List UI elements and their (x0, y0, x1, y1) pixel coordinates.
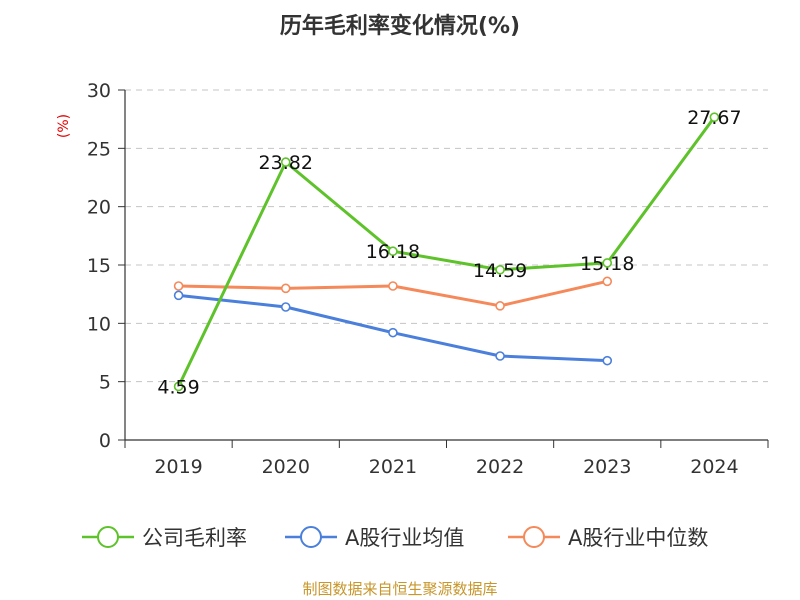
x-tick-label: 2022 (476, 456, 524, 478)
y-tick-label: 0 (99, 430, 111, 452)
data-point (495, 264, 505, 275)
data-label: 23.82 (259, 152, 313, 174)
y-tick-label: 5 (99, 372, 111, 394)
legend-label: 公司毛利率 (142, 526, 247, 550)
y-tick-label: 20 (87, 197, 111, 219)
x-tick-label: 2019 (154, 456, 202, 478)
data-point (388, 327, 398, 338)
legend-label: A股行业均值 (345, 526, 464, 550)
data-point (280, 157, 291, 167)
data-point (280, 283, 291, 294)
data-label: 27.67 (687, 107, 741, 129)
series-line (177, 116, 716, 388)
data-point (602, 355, 613, 366)
data-label: 15.18 (580, 253, 634, 275)
legend-swatch-marker (523, 526, 545, 548)
data-point (388, 246, 398, 257)
x-tick-label: 2020 (262, 456, 310, 478)
data-point (388, 281, 398, 291)
chart-title: 历年毛利率变化情况(%) (280, 13, 520, 39)
data-label: 4.59 (157, 376, 199, 398)
legend-swatch-marker (300, 526, 322, 548)
x-tick-label: 2023 (583, 456, 631, 478)
grid-lines (125, 89, 768, 383)
data-point (173, 290, 184, 301)
data-point (495, 301, 505, 311)
data-point (173, 281, 184, 291)
x-tick-label: 2021 (369, 456, 417, 478)
data-point (602, 258, 613, 268)
y-tick-label: 15 (87, 255, 111, 277)
data-point (709, 112, 720, 122)
y-tick-label: 30 (87, 80, 111, 102)
source-note: 制图数据来自恒生聚源数据库 (302, 580, 497, 598)
x-tick-label: 2024 (690, 456, 738, 478)
data-label: 14.59 (473, 260, 527, 282)
y-axis-unit: (%) (56, 114, 72, 138)
legend-swatch-marker (97, 526, 119, 548)
y-tick-label: 10 (87, 313, 111, 335)
data-label: 16.18 (366, 241, 420, 263)
data-point (280, 302, 291, 312)
data-point (495, 351, 505, 361)
series-lines (173, 112, 720, 392)
data-labels: 4.59 23.82 16.18 14.59 15.18 27.67 (157, 107, 741, 398)
y-axis-ticks: 0 5 10 15 20 25 30 (87, 80, 125, 452)
data-point (602, 276, 613, 287)
legend-label: A股行业中位数 (568, 526, 708, 550)
data-point (173, 381, 184, 392)
legend: 公司毛利率 A股行业均值 A股行业中位数 (82, 526, 708, 550)
x-axis-ticks: 2019 2020 2021 2022 2023 2024 (124, 440, 769, 478)
y-tick-label: 25 (87, 138, 111, 160)
